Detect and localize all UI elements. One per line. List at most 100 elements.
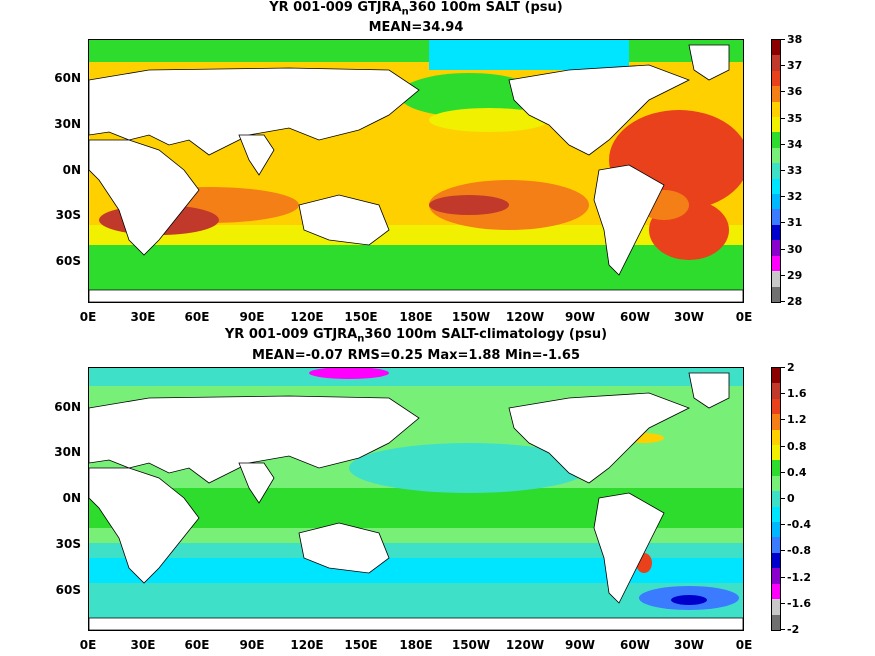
colorbar-segment bbox=[772, 255, 780, 272]
colorbar-segment bbox=[772, 537, 780, 553]
lon-label: 30E bbox=[130, 310, 156, 324]
panel2-lat-label-0n: 0N bbox=[62, 491, 81, 505]
colorbar-segment bbox=[772, 583, 780, 600]
lon-label: 0E bbox=[79, 638, 97, 652]
panel1-lat-label-60n: 60N bbox=[54, 71, 81, 85]
colorbar-segment bbox=[772, 445, 780, 461]
colorbar-segment bbox=[772, 117, 780, 133]
colorbar-segment bbox=[772, 55, 780, 71]
lon-label: 30W bbox=[674, 638, 704, 652]
panel1-lat-label-60s: 60S bbox=[55, 254, 81, 268]
colorbar-tick bbox=[781, 143, 785, 145]
colorbar-segment bbox=[772, 368, 780, 384]
colorbar-label: 32 bbox=[787, 190, 803, 204]
lon-label: 90W bbox=[565, 638, 595, 652]
panel1-colorbar bbox=[771, 39, 781, 303]
colorbar-segment bbox=[772, 132, 780, 148]
colorbar-segment bbox=[772, 178, 780, 195]
colorbar-tick bbox=[781, 65, 785, 67]
lon-label: 180E bbox=[399, 310, 433, 324]
panel1-subtitle: MEAN=34.94 bbox=[368, 20, 464, 35]
lon-label: 120W bbox=[505, 310, 545, 324]
colorbar-tick bbox=[781, 629, 785, 630]
colorbar-segment bbox=[772, 40, 780, 56]
colorbar-label: 1.6 bbox=[787, 387, 807, 401]
colorbar-label: 30 bbox=[787, 242, 803, 256]
colorbar-tick bbox=[781, 301, 785, 302]
panel2-subtitle: MEAN=-0.07 RMS=0.25 Max=1.88 Min=-1.65 bbox=[251, 348, 581, 363]
colorbar-segment bbox=[772, 460, 780, 476]
colorbar-segment bbox=[772, 224, 780, 241]
colorbar-tick bbox=[781, 576, 785, 578]
colorbar-label: 34 bbox=[787, 137, 803, 151]
lon-label: 150E bbox=[344, 638, 378, 652]
lon-label: 0E bbox=[79, 310, 97, 324]
colorbar-tick bbox=[781, 524, 785, 526]
colorbar-segment bbox=[772, 475, 780, 492]
panel1-title: YR 001-009 GTJRAn360 100m SALT (psu) bbox=[269, 0, 563, 18]
colorbar-label: -1.6 bbox=[787, 596, 812, 610]
colorbar-segment bbox=[772, 614, 780, 630]
colorbar-segment bbox=[772, 194, 780, 210]
colorbar-label: 2 bbox=[787, 361, 795, 374]
colorbar-tick bbox=[781, 498, 785, 499]
colorbar-segment bbox=[772, 522, 780, 538]
panel1-lat-label-30n: 30N bbox=[54, 117, 81, 131]
lon-label: 150W bbox=[451, 310, 491, 324]
colorbar-segment bbox=[772, 163, 780, 179]
colorbar-segment bbox=[772, 599, 780, 615]
colorbar-segment bbox=[772, 414, 780, 430]
lon-label: 120E bbox=[290, 638, 324, 652]
colorbar-label: 36 bbox=[787, 85, 803, 99]
colorbar-label: -2 bbox=[787, 623, 800, 636]
lon-label: 90W bbox=[565, 310, 595, 324]
colorbar-segment bbox=[772, 271, 780, 287]
lon-label: 0E bbox=[735, 310, 753, 324]
colorbar-tick bbox=[781, 445, 785, 447]
colorbar-tick bbox=[781, 39, 785, 40]
colorbar-tick bbox=[781, 393, 785, 395]
colorbar-segment bbox=[772, 147, 780, 164]
colorbar-label: 33 bbox=[787, 164, 803, 177]
colorbar-tick bbox=[781, 602, 785, 604]
colorbar-label: 38 bbox=[787, 33, 803, 46]
lon-label: 30W bbox=[674, 310, 704, 324]
colorbar-segment bbox=[772, 552, 780, 569]
panel1-lat-label-0n: 0N bbox=[62, 163, 81, 177]
colorbar-tick bbox=[781, 248, 785, 250]
colorbar-tick bbox=[781, 91, 785, 93]
colorbar-label: 0.4 bbox=[787, 465, 807, 479]
lon-label: 90E bbox=[239, 310, 265, 324]
colorbar-label: 1.2 bbox=[787, 413, 807, 427]
colorbar-segment bbox=[772, 86, 780, 102]
colorbar-segment bbox=[772, 383, 780, 399]
colorbar-tick bbox=[781, 274, 785, 276]
panel2-lat-label-30n: 30N bbox=[54, 445, 81, 459]
colorbar-label: 0.8 bbox=[787, 439, 807, 453]
colorbar-label: -0.4 bbox=[787, 518, 812, 532]
colorbar-tick bbox=[781, 196, 785, 198]
colorbar-tick bbox=[781, 471, 785, 473]
colorbar-tick bbox=[781, 170, 785, 171]
salinity-anomaly-map bbox=[88, 367, 744, 631]
lon-label: 0E bbox=[735, 638, 753, 652]
colorbar-label: 28 bbox=[787, 295, 803, 308]
colorbar-label: 29 bbox=[787, 268, 803, 282]
lon-label: 60W bbox=[620, 310, 650, 324]
colorbar-segment bbox=[772, 429, 780, 446]
colorbar-segment bbox=[772, 398, 780, 415]
colorbar-segment bbox=[772, 286, 780, 302]
panel2-title: YR 001-009 GTJRAn360 100m SALT-climatolo… bbox=[224, 327, 608, 345]
lon-label: 60E bbox=[184, 638, 210, 652]
colorbar-tick bbox=[781, 117, 785, 119]
colorbar-segment bbox=[772, 240, 780, 256]
lon-label: 180E bbox=[399, 638, 433, 652]
lon-label: 30E bbox=[130, 638, 156, 652]
lon-label: 150E bbox=[344, 310, 378, 324]
panel2-lat-label-60n: 60N bbox=[54, 400, 81, 414]
colorbar-segment bbox=[772, 506, 780, 523]
colorbar-segment bbox=[772, 209, 780, 225]
colorbar-segment bbox=[772, 568, 780, 584]
lon-label: 60W bbox=[620, 638, 650, 652]
colorbar-tick bbox=[781, 367, 785, 368]
